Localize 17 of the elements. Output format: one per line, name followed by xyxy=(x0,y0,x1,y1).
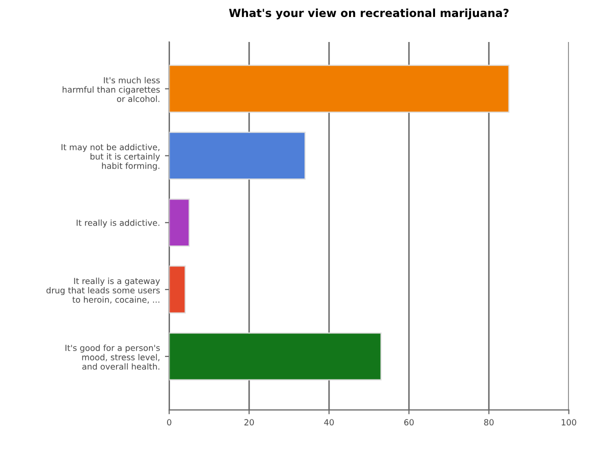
bar xyxy=(169,266,186,314)
chart-title: What's your view on recreational marijuana? xyxy=(229,8,509,20)
x-tick-label: 100 xyxy=(562,419,576,426)
bar xyxy=(169,132,306,180)
x-tick-label: 40 xyxy=(324,419,334,426)
x-tick-label: 20 xyxy=(244,419,254,426)
bar xyxy=(169,332,382,380)
bar xyxy=(169,198,190,247)
x-tick-label: 0 xyxy=(167,419,172,426)
y-tick-label: It really is addictive. xyxy=(76,219,160,228)
bar xyxy=(169,64,510,113)
y-tick-label: It's much less harmful than cigarettes or alcohol. xyxy=(62,76,160,102)
x-tick-label: 60 xyxy=(404,419,414,426)
y-tick-label: It really is a gateway drug that leads some users to heroin, cocaine, ... xyxy=(46,278,160,304)
x-tick-label: 80 xyxy=(484,419,494,426)
y-tick-label: It's good for a person's mood, stress level, and overall health. xyxy=(66,344,160,370)
y-tick-label: It may not be addictive, but it is certainly habit forming. xyxy=(62,144,160,171)
